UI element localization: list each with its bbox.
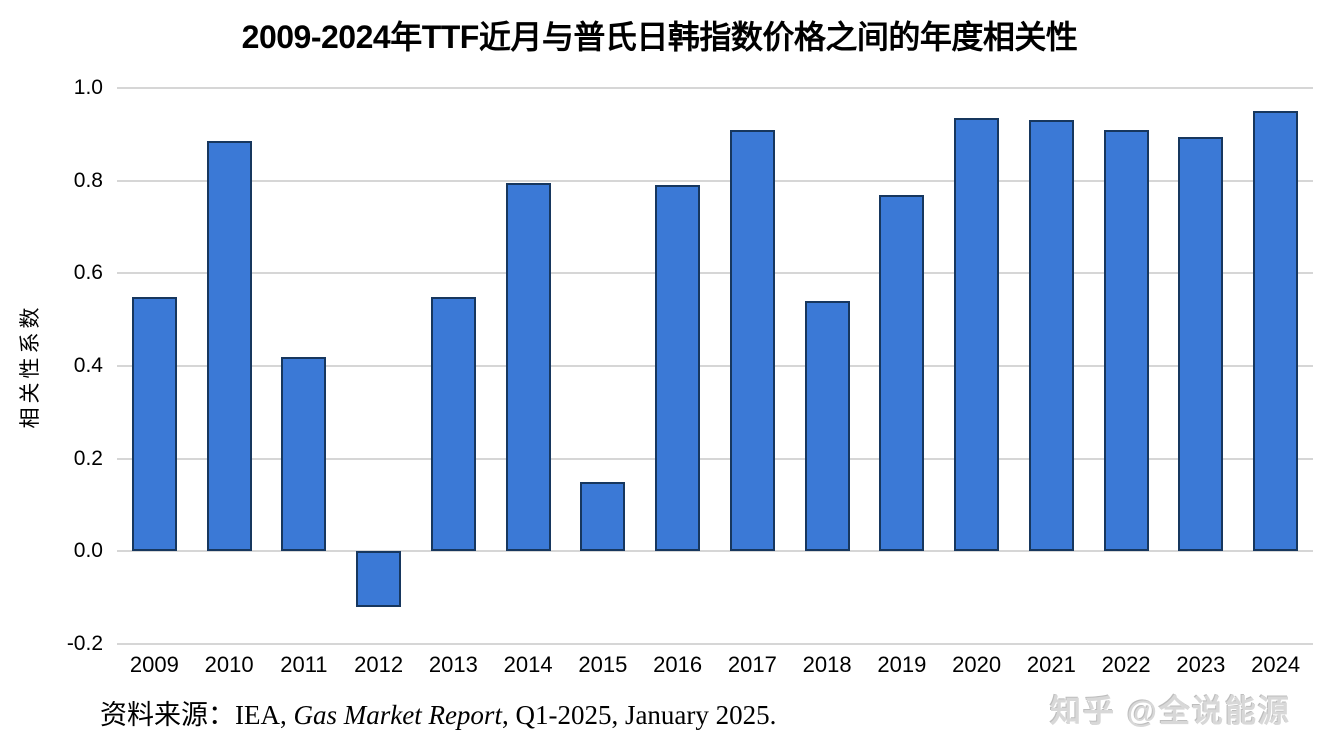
bar-2023 <box>1178 136 1224 552</box>
x-tick-label: 2011 <box>280 652 328 677</box>
bar-2013 <box>430 296 476 552</box>
bar-2012 <box>356 551 402 607</box>
bar-2014 <box>505 182 551 552</box>
bar-2019 <box>879 194 925 552</box>
source-title-italic: Gas Market Report <box>293 700 502 730</box>
bar-2024 <box>1253 111 1299 552</box>
gridline <box>117 272 1313 275</box>
bar-2009 <box>131 296 177 552</box>
x-tick-label: 2024 <box>1251 652 1301 677</box>
y-tick-label: 0.4 <box>73 354 103 377</box>
x-tick-label: 2009 <box>129 652 179 677</box>
x-tick-label: 2015 <box>578 652 628 677</box>
x-tick-label: 2014 <box>503 652 553 677</box>
x-tick-label: 2021 <box>1026 652 1076 677</box>
chart-title: 2009-2024年TTF近月与普氏日韩指数价格之间的年度相关性 <box>241 19 1078 55</box>
bar-2021 <box>1028 120 1074 552</box>
x-tick-label: 2010 <box>204 652 254 677</box>
x-tick-label: 2019 <box>877 652 927 677</box>
x-tick-label: 2016 <box>653 652 703 677</box>
gridline <box>117 457 1313 460</box>
y-tick-label: 0.0 <box>73 539 103 563</box>
gridline <box>117 87 1313 89</box>
x-tick-label: 2022 <box>1101 652 1151 677</box>
bar-2011 <box>281 356 327 552</box>
x-tick-label: 2023 <box>1176 652 1226 677</box>
y-tick-label: 0.8 <box>73 168 103 192</box>
gridline <box>117 179 1313 182</box>
bar-2010 <box>206 141 252 552</box>
source-note: 资料来源：IEA, Gas Market Report, Q1-2025, Ja… <box>100 693 776 732</box>
y-tick-label: -0.2 <box>66 632 103 655</box>
watermark: 知乎 @全说能源 <box>1050 694 1291 729</box>
bar-2015 <box>580 481 626 552</box>
x-tick-label: 2017 <box>727 652 777 677</box>
gridline <box>117 643 1313 645</box>
x-tick-label: 2013 <box>428 652 478 677</box>
gridline <box>117 365 1313 367</box>
x-tick-label: 2020 <box>952 652 1002 677</box>
bar-2020 <box>954 118 1000 552</box>
y-tick-label: 0.6 <box>73 261 103 285</box>
bar-2017 <box>729 129 775 552</box>
source-suffix: , Q1-2025, January 2025. <box>501 700 777 730</box>
y-tick-label: 1.0 <box>73 76 103 99</box>
plot-area: 相关性系数 1.0 0.8 0.6 0.4 0.2 0.0 -0.2 2009 2010 2011… <box>19 76 1313 677</box>
bar-2018 <box>804 301 850 552</box>
source-prefix: 资料来源：IEA, <box>100 700 294 730</box>
bar-2022 <box>1103 129 1149 552</box>
y-tick-label: 0.2 <box>73 446 103 470</box>
bar-2016 <box>655 185 701 552</box>
gridline <box>117 550 1313 553</box>
x-tick-label: 2018 <box>802 652 852 677</box>
x-tick-label: 2012 <box>354 652 404 677</box>
